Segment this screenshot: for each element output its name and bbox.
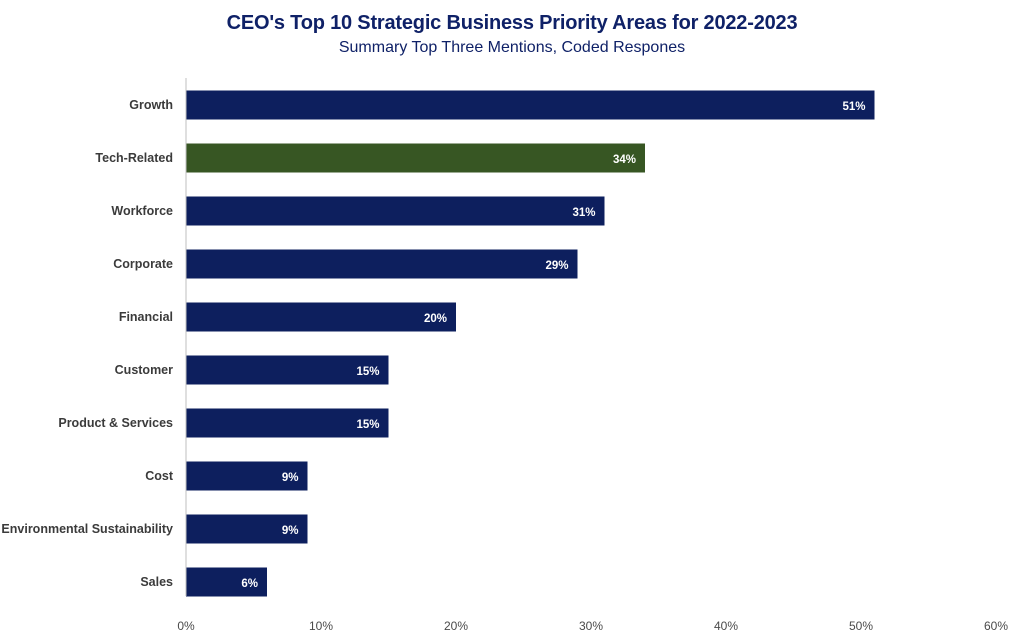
category-label: Tech-Related [95, 151, 173, 165]
category-label: Workforce [111, 204, 173, 218]
bar-customer [186, 355, 389, 385]
data-label: 51% [842, 101, 865, 113]
bar-financial [186, 302, 456, 332]
data-label: 20% [424, 313, 447, 325]
bar-sales [186, 567, 267, 597]
bar-product-services [186, 408, 389, 438]
data-label: 15% [356, 419, 379, 431]
data-label: 9% [282, 525, 299, 537]
bar-cost [186, 461, 308, 491]
x-tick-label: 10% [309, 619, 333, 633]
category-label: Cost [145, 469, 174, 483]
data-label: 34% [613, 154, 636, 166]
bar-corporate [186, 249, 578, 279]
bar-tech-related [186, 143, 645, 173]
data-label: 6% [241, 578, 258, 590]
category-label: Product & Services [58, 416, 173, 430]
category-label: Customer [115, 363, 173, 377]
category-label: Corporate [113, 257, 173, 271]
bar-growth [186, 90, 875, 120]
bar-workforce [186, 196, 605, 226]
bars-layer [186, 90, 875, 597]
x-tick-label: 50% [849, 619, 873, 633]
x-tick-label: 20% [444, 619, 468, 633]
category-label: Sales [140, 575, 173, 589]
category-label: Growth [129, 98, 173, 112]
labels-layer: Growth 51% Tech-Related 34% Workforce 31% Corp… [1, 98, 865, 590]
data-label: 9% [282, 472, 299, 484]
category-label: Environmental Sustainability [1, 522, 173, 536]
x-tick-label: 0% [177, 619, 195, 633]
category-label: Financial [119, 310, 173, 324]
data-label: 31% [572, 207, 595, 219]
data-label: 15% [356, 366, 379, 378]
data-label: 29% [545, 260, 568, 272]
chart-titles: CEO's Top 10 Strategic Business Priority… [0, 0, 1024, 57]
chart-title: CEO's Top 10 Strategic Business Priority… [226, 12, 798, 34]
x-tick-label: 30% [579, 619, 603, 633]
x-tick-label: 60% [984, 619, 1008, 633]
x-tick-label: 40% [714, 619, 738, 633]
x-axis: 0% 10% 20% 30% 40% 50% 60% [177, 78, 1008, 633]
bar-environmental-sustainability [186, 514, 308, 544]
chart-subtitle: Summary Top Three Mentions, Coded Respon… [338, 39, 686, 56]
